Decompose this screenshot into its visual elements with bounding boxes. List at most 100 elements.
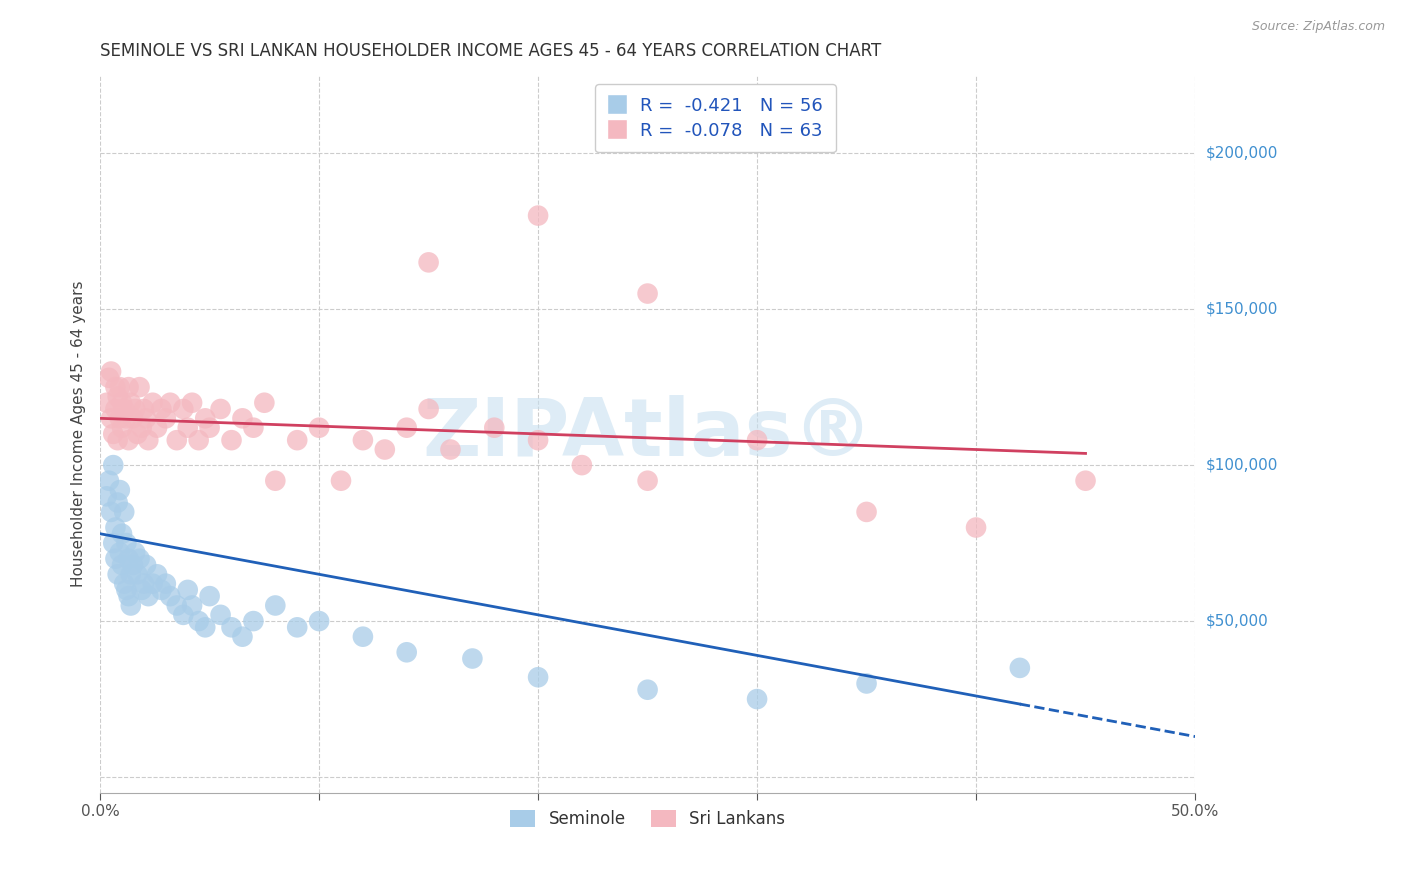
Point [527, 209, 550, 223]
Text: $100,000: $100,000 [1206, 458, 1278, 473]
Point [155, 411, 177, 425]
Point [100, 365, 122, 379]
Point [285, 433, 308, 447]
Point [120, 395, 142, 409]
Point [352, 433, 374, 447]
Point [461, 651, 484, 665]
Point [439, 442, 461, 457]
Point [122, 411, 145, 425]
Point [107, 495, 129, 509]
Point [221, 433, 243, 447]
Point [745, 692, 768, 706]
Point [221, 620, 243, 634]
Point [146, 420, 169, 434]
Point [136, 433, 159, 447]
Point [127, 426, 149, 441]
Point [395, 645, 418, 659]
Point [111, 526, 134, 541]
Point [104, 520, 127, 534]
Point [135, 411, 157, 425]
Point [96, 395, 118, 409]
Point [187, 433, 209, 447]
Point [194, 620, 217, 634]
Point [115, 411, 138, 425]
Point [308, 614, 330, 628]
Point [100, 411, 122, 425]
Point [166, 599, 188, 613]
Point [166, 433, 188, 447]
Text: Source: ZipAtlas.com: Source: ZipAtlas.com [1251, 20, 1385, 33]
Text: $150,000: $150,000 [1206, 301, 1278, 317]
Point [117, 380, 139, 394]
Point [637, 286, 659, 301]
Point [194, 411, 217, 425]
Point [127, 567, 149, 582]
Point [198, 420, 221, 434]
Point [103, 536, 125, 550]
Point [117, 589, 139, 603]
Point [146, 567, 169, 582]
Point [395, 420, 418, 434]
Point [264, 474, 287, 488]
Point [115, 582, 138, 597]
Point [231, 411, 253, 425]
Point [150, 582, 173, 597]
Point [111, 420, 134, 434]
Point [159, 395, 181, 409]
Point [150, 401, 173, 416]
Point [1074, 474, 1097, 488]
Point [965, 520, 987, 534]
Text: $200,000: $200,000 [1206, 145, 1278, 161]
Text: ZIPAtlas®: ZIPAtlas® [422, 395, 873, 473]
Point [231, 630, 253, 644]
Point [209, 607, 232, 622]
Point [177, 420, 200, 434]
Point [136, 589, 159, 603]
Point [527, 670, 550, 684]
Point [104, 551, 127, 566]
Point [637, 682, 659, 697]
Point [111, 558, 134, 572]
Point [855, 676, 877, 690]
Point [107, 390, 129, 404]
Point [209, 401, 232, 416]
Point [155, 576, 177, 591]
Point [242, 420, 264, 434]
Point [117, 433, 139, 447]
Point [128, 551, 150, 566]
Point [104, 380, 127, 394]
Point [107, 433, 129, 447]
Point [108, 411, 131, 425]
Point [103, 426, 125, 441]
Point [97, 371, 120, 385]
Point [97, 474, 120, 488]
Point [745, 433, 768, 447]
Point [264, 599, 287, 613]
Point [115, 536, 138, 550]
Point [172, 607, 194, 622]
Point [242, 614, 264, 628]
Point [120, 567, 142, 582]
Point [131, 420, 153, 434]
Point [104, 401, 127, 416]
Point [103, 458, 125, 472]
Legend: Seminole, Sri Lankans: Seminole, Sri Lankans [503, 803, 792, 835]
Point [637, 474, 659, 488]
Point [418, 255, 440, 269]
Point [142, 395, 165, 409]
Point [527, 433, 550, 447]
Point [142, 576, 165, 591]
Point [198, 589, 221, 603]
Point [330, 474, 353, 488]
Point [100, 505, 122, 519]
Point [352, 630, 374, 644]
Point [181, 599, 204, 613]
Point [855, 505, 877, 519]
Point [308, 420, 330, 434]
Point [132, 576, 155, 591]
Y-axis label: Householder Income Ages 45 - 64 years: Householder Income Ages 45 - 64 years [72, 281, 86, 587]
Point [96, 489, 118, 503]
Text: $50,000: $50,000 [1206, 614, 1268, 629]
Point [172, 401, 194, 416]
Point [253, 395, 276, 409]
